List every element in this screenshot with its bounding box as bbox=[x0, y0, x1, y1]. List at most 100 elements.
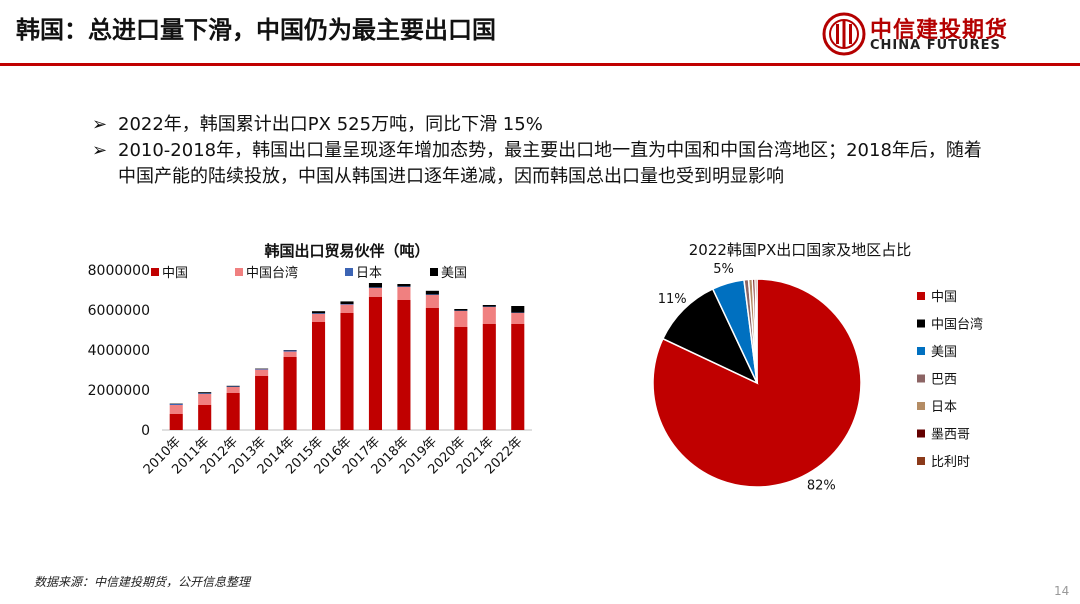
legend-item: 比利时 bbox=[917, 455, 970, 470]
legend-label: 中国台湾 bbox=[246, 265, 298, 281]
company-logo: 中信建投期货 CHINA FUTURES bbox=[822, 10, 1072, 58]
bullet-text: 2010-2018年，韩国出口量呈现逐年增加态势，最主要出口地一直为中国和中国台… bbox=[118, 140, 982, 187]
bar-segment bbox=[283, 351, 297, 357]
bar-segment bbox=[198, 393, 212, 394]
bar-segment bbox=[397, 300, 411, 430]
pie-slice bbox=[661, 287, 759, 385]
bar-segment bbox=[283, 357, 297, 430]
legend-item: 美国 bbox=[430, 266, 467, 281]
legend-label: 比利时 bbox=[931, 455, 970, 470]
bar-segment bbox=[368, 288, 383, 297]
bar-segment bbox=[454, 327, 468, 430]
bar-segment bbox=[198, 405, 212, 430]
bar-segment bbox=[368, 297, 383, 430]
bar-segment bbox=[226, 393, 240, 430]
page-number: 14 bbox=[1054, 584, 1070, 598]
bar-chart: 韩国出口贸易伙伴（吨） 0 2000000 4000000 6000000 8000000… bbox=[88, 242, 532, 477]
legend-swatch bbox=[917, 292, 925, 300]
bar-segment bbox=[368, 283, 383, 288]
bar-segment bbox=[255, 376, 269, 430]
pie-chart: 2022韩国PX出口国家及地区占比 82% 11% 5% 中国中国台湾美国巴西日本墨西哥… bbox=[652, 241, 983, 493]
data-source-note: 数据来源：中信建投期货，公开信息整理 bbox=[34, 575, 251, 589]
arrow-bullet-icon: ➢ bbox=[92, 114, 108, 135]
bar-segment bbox=[340, 313, 354, 430]
bar-segment bbox=[425, 295, 439, 308]
bar-segment bbox=[368, 287, 383, 288]
bar-segment bbox=[397, 287, 411, 300]
china-futures-logo-icon bbox=[822, 12, 866, 56]
bar-segment bbox=[255, 369, 269, 370]
y-tick-label: 0 bbox=[141, 423, 150, 439]
bar-segment bbox=[283, 350, 297, 352]
bar-segment bbox=[397, 286, 411, 287]
legend-swatch bbox=[917, 402, 925, 410]
pie-data-label: 5% bbox=[713, 262, 734, 277]
legend-item: 中国 bbox=[151, 266, 188, 281]
arrow-bullet-icon: ➢ bbox=[92, 140, 108, 161]
header-divider bbox=[0, 63, 1080, 66]
legend-swatch bbox=[917, 319, 925, 328]
legend-label: 美国 bbox=[441, 266, 467, 281]
legend-item: 中国 bbox=[917, 290, 957, 305]
bar-segment bbox=[311, 314, 326, 322]
pie-data-label: 11% bbox=[658, 292, 687, 307]
chart-title: 2022韩国PX出口国家及地区占比 bbox=[689, 241, 912, 259]
bar-segment bbox=[425, 308, 439, 430]
legend-swatch bbox=[235, 268, 243, 276]
legend-swatch bbox=[917, 457, 925, 465]
bar-segment bbox=[511, 324, 525, 430]
y-tick-label: 6000000 bbox=[88, 303, 150, 319]
bar-segment bbox=[169, 414, 183, 430]
pie-slice bbox=[754, 278, 758, 384]
bar-segment bbox=[169, 405, 183, 414]
legend-swatch bbox=[345, 268, 353, 276]
bar-segment bbox=[425, 294, 439, 295]
legend-label: 日本 bbox=[356, 266, 382, 281]
chart-title: 韩国出口贸易伙伴（吨） bbox=[264, 242, 429, 260]
bar-segment bbox=[311, 313, 326, 314]
bullet-item-2: ➢ 2010-2018年，韩国出口量呈现逐年增加态势，最主要出口地一直为中国和中… bbox=[92, 138, 992, 190]
bar-segment bbox=[198, 394, 212, 405]
bullet-text: 2022年，韩国累计出口PX 525万吨，同比下滑 15% bbox=[118, 114, 543, 135]
bar-segment bbox=[511, 306, 525, 313]
bar-segment bbox=[255, 369, 269, 376]
legend-item: 中国台湾 bbox=[917, 317, 983, 333]
legend-label: 巴西 bbox=[931, 373, 957, 388]
bar-segment bbox=[311, 322, 326, 430]
legend-swatch bbox=[917, 347, 925, 355]
page-title: 韩国：总进口量下滑，中国仍为最主要出口国 bbox=[16, 16, 496, 44]
legend-item: 巴西 bbox=[917, 373, 957, 388]
bar-segment bbox=[482, 307, 496, 324]
bar-segment bbox=[226, 387, 240, 393]
bar-segment bbox=[454, 311, 468, 327]
bullet-item-1: ➢ 2022年，韩国累计出口PX 525万吨，同比下滑 15% bbox=[92, 112, 992, 138]
logo-english-name: CHINA FUTURES bbox=[870, 38, 1001, 53]
legend-item: 日本 bbox=[917, 400, 957, 415]
legend-item: 日本 bbox=[345, 266, 382, 281]
bar-segment bbox=[340, 301, 354, 304]
bar-segment bbox=[482, 324, 496, 430]
legend-item: 墨西哥 bbox=[917, 428, 970, 443]
legend-swatch bbox=[917, 374, 925, 383]
bar-segment bbox=[226, 386, 240, 387]
y-tick-label: 2000000 bbox=[88, 383, 150, 399]
legend-label: 日本 bbox=[931, 400, 957, 415]
bar-segment bbox=[340, 304, 354, 305]
legend-swatch bbox=[151, 268, 159, 276]
bar-segment bbox=[511, 313, 525, 324]
y-tick-label: 4000000 bbox=[88, 343, 150, 359]
bar-segment bbox=[311, 311, 326, 314]
bar-segment bbox=[340, 304, 354, 313]
bar-segment bbox=[425, 290, 439, 295]
legend-label: 墨西哥 bbox=[931, 428, 970, 443]
legend-swatch bbox=[917, 429, 925, 438]
legend-swatch bbox=[430, 268, 438, 276]
logo-chinese-name: 中信建投期货 bbox=[870, 18, 1009, 43]
bar-segment bbox=[198, 392, 212, 394]
bar-segment bbox=[169, 404, 183, 405]
bar-segment bbox=[226, 385, 240, 387]
bar-segment bbox=[454, 309, 468, 311]
pie-data-label: 82% bbox=[807, 478, 836, 493]
y-tick-label: 8000000 bbox=[88, 263, 150, 279]
legend-label: 中国台湾 bbox=[931, 317, 983, 333]
